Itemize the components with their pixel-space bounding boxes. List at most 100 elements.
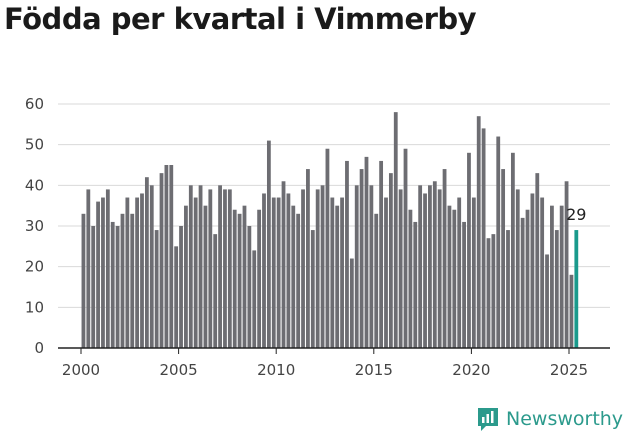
bar <box>442 169 447 348</box>
bar <box>501 169 506 348</box>
bars <box>81 112 579 348</box>
bar <box>462 221 466 348</box>
bar <box>306 169 310 348</box>
bar <box>252 250 257 348</box>
bar <box>81 213 86 348</box>
bar <box>262 193 266 348</box>
bar <box>301 189 305 348</box>
bar <box>159 173 164 348</box>
bar <box>349 258 354 348</box>
bar <box>467 152 471 348</box>
bar <box>271 197 276 348</box>
bar <box>247 226 252 348</box>
bar <box>335 205 340 348</box>
bar <box>525 209 530 348</box>
bar <box>330 197 335 348</box>
bar <box>545 254 549 348</box>
bar <box>354 185 359 348</box>
bar <box>403 148 408 348</box>
bar <box>276 197 281 348</box>
bar <box>359 169 364 348</box>
bar <box>520 217 525 348</box>
chart-title: Födda per kvartal i Vimmerby <box>4 2 477 36</box>
bar <box>223 189 227 348</box>
bar <box>379 160 384 348</box>
bar <box>281 181 286 348</box>
bar <box>125 197 130 348</box>
y-tick-label: 20 <box>25 258 44 276</box>
bar <box>203 205 208 348</box>
bar <box>540 197 545 348</box>
bar <box>413 221 418 348</box>
bar <box>227 189 232 348</box>
bar <box>120 213 125 348</box>
y-tick-label: 50 <box>25 136 44 154</box>
bar <box>569 274 574 348</box>
bar <box>144 177 149 348</box>
x-tick-label: 2015 <box>355 361 393 379</box>
bar <box>242 205 247 348</box>
bar <box>179 226 183 348</box>
bar <box>149 185 154 348</box>
bar <box>496 136 501 348</box>
bar <box>506 230 510 348</box>
bar <box>374 213 379 348</box>
bar <box>564 181 569 348</box>
bar <box>559 205 564 348</box>
bar <box>320 185 325 348</box>
bar <box>86 189 91 348</box>
bar <box>408 209 413 348</box>
brand-name: Newsworthy <box>506 408 624 430</box>
bar <box>110 221 115 348</box>
bar <box>388 173 393 348</box>
bar <box>291 205 296 348</box>
bar <box>345 160 349 348</box>
y-tick-label: 40 <box>25 176 44 194</box>
bar <box>315 189 320 348</box>
bar <box>398 189 403 348</box>
bar <box>481 128 486 348</box>
bar <box>130 213 135 348</box>
bar-highlight <box>574 230 579 348</box>
y-tick-label: 10 <box>25 298 44 316</box>
highlight-value-label: 29 <box>566 205 586 224</box>
bar <box>491 234 496 348</box>
bar <box>418 185 423 348</box>
bar <box>140 193 144 348</box>
bar <box>340 197 344 348</box>
bar <box>218 185 222 348</box>
bar <box>535 173 540 348</box>
bar <box>266 140 271 348</box>
x-tick-label: 2010 <box>257 361 295 379</box>
bar <box>447 205 452 348</box>
bar <box>91 226 96 348</box>
bar <box>208 189 213 348</box>
bar <box>213 234 218 348</box>
bar <box>184 205 188 348</box>
bar <box>515 189 520 348</box>
bar <box>96 201 100 348</box>
bar <box>286 193 291 348</box>
bar <box>174 246 179 348</box>
bar <box>296 213 301 348</box>
bar <box>476 116 481 348</box>
bar <box>115 226 120 348</box>
bar <box>457 197 462 348</box>
bar <box>554 230 559 348</box>
bar <box>369 185 374 348</box>
brand-logo: Newsworthy <box>476 406 623 432</box>
bar <box>101 197 105 348</box>
bar <box>169 165 174 348</box>
bar <box>384 197 388 348</box>
bar <box>188 185 193 348</box>
bar <box>428 185 432 348</box>
bar <box>310 230 315 348</box>
bar <box>486 238 491 348</box>
bar <box>325 148 330 348</box>
bar <box>423 193 427 348</box>
y-axis-ticks: 0 10 20 30 40 50 60 <box>25 95 44 357</box>
bar <box>452 209 457 348</box>
bar <box>198 185 203 348</box>
bar <box>237 213 242 348</box>
